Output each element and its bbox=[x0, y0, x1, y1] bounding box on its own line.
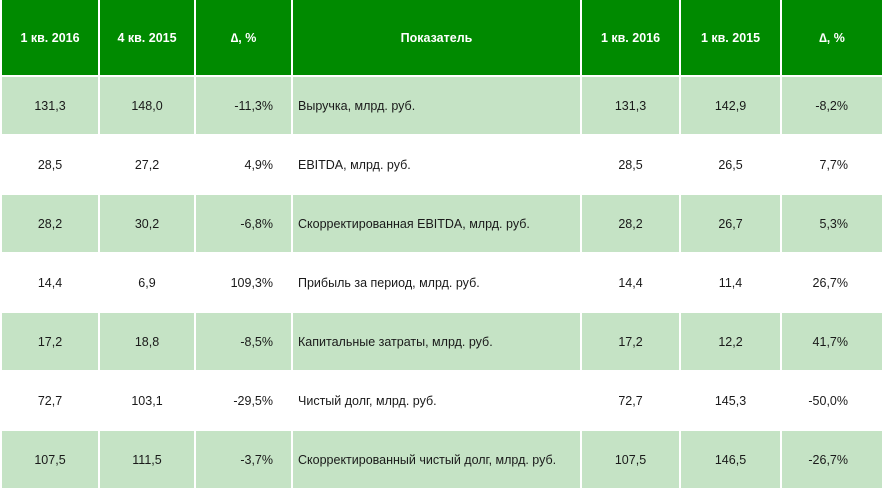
cell-q1-2016-yoy: 14,4 bbox=[580, 253, 681, 312]
cell-indicator: Чистый долг, млрд. руб. bbox=[291, 371, 582, 430]
cell-delta-qoq: -29,5% bbox=[194, 371, 293, 430]
cell-delta-yoy: -8,2% bbox=[780, 76, 882, 135]
cell-delta-yoy: 26,7% bbox=[780, 253, 882, 312]
cell-q4-2015: 148,0 bbox=[98, 76, 196, 135]
header-q4-2015: 4 кв. 2015 bbox=[98, 0, 196, 76]
cell-q1-2016-yoy: 72,7 bbox=[580, 371, 681, 430]
cell-q1-2016: 28,5 bbox=[0, 135, 100, 194]
cell-q1-2015: 146,5 bbox=[679, 430, 782, 489]
cell-indicator: Скорректированный чистый долг, млрд. руб… bbox=[291, 430, 582, 489]
cell-q1-2016: 72,7 bbox=[0, 371, 100, 430]
cell-q4-2015: 6,9 bbox=[98, 253, 196, 312]
header-q1-2016-yoy: 1 кв. 2016 bbox=[580, 0, 681, 76]
cell-q1-2015: 26,5 bbox=[679, 135, 782, 194]
cell-q1-2016: 28,2 bbox=[0, 194, 100, 253]
header-delta-qoq: ∆, % bbox=[194, 0, 293, 76]
table-row: 17,2 18,8 -8,5% Капитальные затраты, млр… bbox=[0, 312, 882, 371]
table-header-row: 1 кв. 2016 4 кв. 2015 ∆, % Показатель 1 … bbox=[0, 0, 882, 76]
cell-q1-2015: 12,2 bbox=[679, 312, 782, 371]
cell-delta-yoy: -50,0% bbox=[780, 371, 882, 430]
header-q1-2015: 1 кв. 2015 bbox=[679, 0, 782, 76]
cell-q4-2015: 111,5 bbox=[98, 430, 196, 489]
cell-q1-2016: 131,3 bbox=[0, 76, 100, 135]
cell-q1-2015: 142,9 bbox=[679, 76, 782, 135]
cell-delta-qoq: -6,8% bbox=[194, 194, 293, 253]
cell-q4-2015: 103,1 bbox=[98, 371, 196, 430]
header-indicator: Показатель bbox=[291, 0, 582, 76]
cell-delta-yoy: 5,3% bbox=[780, 194, 882, 253]
header-q1-2016: 1 кв. 2016 bbox=[0, 0, 100, 76]
cell-delta-qoq: 109,3% bbox=[194, 253, 293, 312]
table-row: 28,5 27,2 4,9% EBITDA, млрд. руб. 28,5 2… bbox=[0, 135, 882, 194]
table-row: 72,7 103,1 -29,5% Чистый долг, млрд. руб… bbox=[0, 371, 882, 430]
table-row: 107,5 111,5 -3,7% Скорректированный чист… bbox=[0, 430, 882, 489]
cell-indicator: Выручка, млрд. руб. bbox=[291, 76, 582, 135]
cell-q1-2016: 14,4 bbox=[0, 253, 100, 312]
cell-q4-2015: 27,2 bbox=[98, 135, 196, 194]
cell-delta-qoq: -8,5% bbox=[194, 312, 293, 371]
cell-q4-2015: 18,8 bbox=[98, 312, 196, 371]
cell-delta-qoq: 4,9% bbox=[194, 135, 293, 194]
cell-delta-yoy: -26,7% bbox=[780, 430, 882, 489]
table-row: 14,4 6,9 109,3% Прибыль за период, млрд.… bbox=[0, 253, 882, 312]
cell-q1-2016: 107,5 bbox=[0, 430, 100, 489]
cell-q1-2015: 145,3 bbox=[679, 371, 782, 430]
header-delta-yoy: ∆, % bbox=[780, 0, 882, 76]
cell-delta-yoy: 41,7% bbox=[780, 312, 882, 371]
cell-q1-2016-yoy: 28,2 bbox=[580, 194, 681, 253]
cell-q1-2016-yoy: 131,3 bbox=[580, 76, 681, 135]
cell-q1-2015: 26,7 bbox=[679, 194, 782, 253]
cell-delta-qoq: -11,3% bbox=[194, 76, 293, 135]
cell-indicator: Прибыль за период, млрд. руб. bbox=[291, 253, 582, 312]
cell-q1-2016: 17,2 bbox=[0, 312, 100, 371]
cell-indicator: EBITDA, млрд. руб. bbox=[291, 135, 582, 194]
cell-q1-2016-yoy: 107,5 bbox=[580, 430, 681, 489]
cell-delta-yoy: 7,7% bbox=[780, 135, 882, 194]
cell-indicator: Скорректированная EBITDA, млрд. руб. bbox=[291, 194, 582, 253]
cell-indicator: Капитальные затраты, млрд. руб. bbox=[291, 312, 582, 371]
cell-q1-2016-yoy: 17,2 bbox=[580, 312, 681, 371]
table-row: 28,2 30,2 -6,8% Скорректированная EBITDA… bbox=[0, 194, 882, 253]
table-row: 131,3 148,0 -11,3% Выручка, млрд. руб. 1… bbox=[0, 76, 882, 135]
cell-delta-qoq: -3,7% bbox=[194, 430, 293, 489]
cell-q1-2015: 11,4 bbox=[679, 253, 782, 312]
cell-q1-2016-yoy: 28,5 bbox=[580, 135, 681, 194]
cell-q4-2015: 30,2 bbox=[98, 194, 196, 253]
